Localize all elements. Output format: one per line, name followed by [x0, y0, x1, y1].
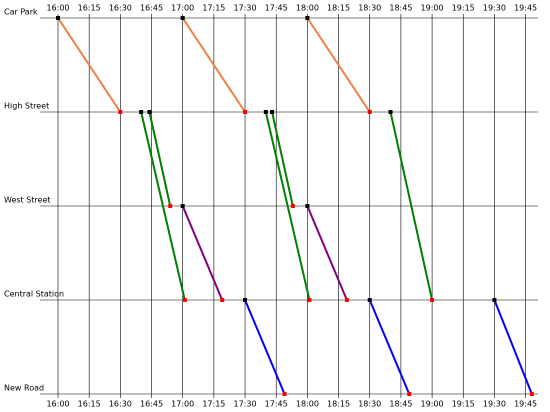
x-tick-label-bottom: 16:45 [140, 400, 163, 409]
trip-line [57, 17, 122, 113]
x-tick-label-bottom: 18:45 [389, 400, 412, 409]
departure-point [56, 16, 60, 20]
departure-point [243, 298, 248, 302]
trip-line [271, 111, 294, 207]
x-tick-label-top: 19:30 [483, 4, 506, 13]
arrival-point [307, 298, 312, 302]
departure-point [305, 204, 310, 208]
x-tick-label-top: 19:15 [452, 4, 475, 13]
x-tick-label-bottom: 19:00 [421, 400, 444, 409]
x-tick-label-top: 17:00 [171, 4, 194, 13]
x-tick-label-bottom: 17:00 [171, 400, 194, 409]
x-tick-label-top: 18:15 [327, 4, 350, 13]
arrival-point [282, 392, 287, 396]
x-tick-label-top: 19:00 [421, 4, 444, 13]
x-tick-label-top: 16:45 [140, 4, 163, 13]
departure-point [270, 110, 275, 114]
trip-line [306, 205, 348, 301]
departure-point [180, 16, 185, 20]
x-tick-label-bottom: 18:30 [358, 400, 381, 409]
trip-line [306, 17, 371, 113]
arrival-point [367, 110, 372, 114]
x-tick-label-bottom: 16:00 [46, 400, 69, 409]
x-tick-label-top: 17:15 [202, 4, 225, 13]
departure-point [388, 110, 393, 114]
arrival-point [243, 110, 248, 114]
departure-point [492, 298, 497, 302]
y-tick-label: High Street [4, 102, 49, 111]
arrival-point [290, 204, 295, 208]
departure-point [147, 110, 152, 114]
arrival-point [407, 392, 412, 396]
trip-line [264, 111, 311, 301]
arrival-point [118, 110, 123, 114]
x-tick-label-bottom: 16:15 [78, 400, 101, 409]
x-tick-label-top: 18:45 [389, 4, 412, 13]
x-tick-label-top: 17:30 [234, 4, 257, 13]
trip-line [389, 111, 434, 301]
x-tick-label-bottom: 16:30 [109, 400, 132, 409]
x-tick-label-bottom: 17:45 [265, 400, 288, 409]
trip-line [493, 299, 533, 395]
x-tick-label-bottom: 17:15 [202, 400, 225, 409]
x-tick-label-top: 19:45 [514, 4, 537, 13]
trip-line [148, 111, 172, 207]
arrival-point [182, 298, 187, 302]
y-tick-label: West Street [4, 196, 51, 205]
y-tick-label: Car Park [4, 8, 38, 17]
y-tick-label: New Road [4, 384, 44, 393]
departure-point [305, 16, 310, 20]
x-tick-label-top: 16:00 [46, 4, 69, 13]
arrival-point [168, 204, 173, 208]
x-tick-label-bottom: 19:45 [514, 400, 537, 409]
y-tick-label: Central Station [4, 290, 64, 299]
arrival-point [529, 392, 534, 396]
x-tick-label-bottom: 19:30 [483, 400, 506, 409]
departure-point [263, 110, 268, 114]
x-tick-label-top: 16:15 [78, 4, 101, 13]
x-tick-label-bottom: 18:15 [327, 400, 350, 409]
x-tick-label-top: 17:45 [265, 4, 288, 13]
departure-point [180, 204, 185, 208]
departure-point [139, 110, 144, 114]
arrival-point [344, 298, 349, 302]
x-tick-label-bottom: 18:00 [296, 400, 319, 409]
departure-point [367, 298, 372, 302]
trip-line [181, 205, 224, 301]
trip-line [181, 17, 246, 113]
x-tick-label-top: 18:00 [296, 4, 319, 13]
x-tick-label-bottom: 17:30 [234, 400, 257, 409]
trip-line [244, 299, 286, 395]
x-tick-label-top: 18:30 [358, 4, 381, 13]
arrival-point [430, 298, 435, 302]
trip-line [368, 299, 411, 395]
x-tick-label-top: 16:30 [109, 4, 132, 13]
x-tick-label-bottom: 19:15 [452, 400, 475, 409]
trip-line [140, 111, 186, 301]
arrival-point [220, 298, 225, 302]
